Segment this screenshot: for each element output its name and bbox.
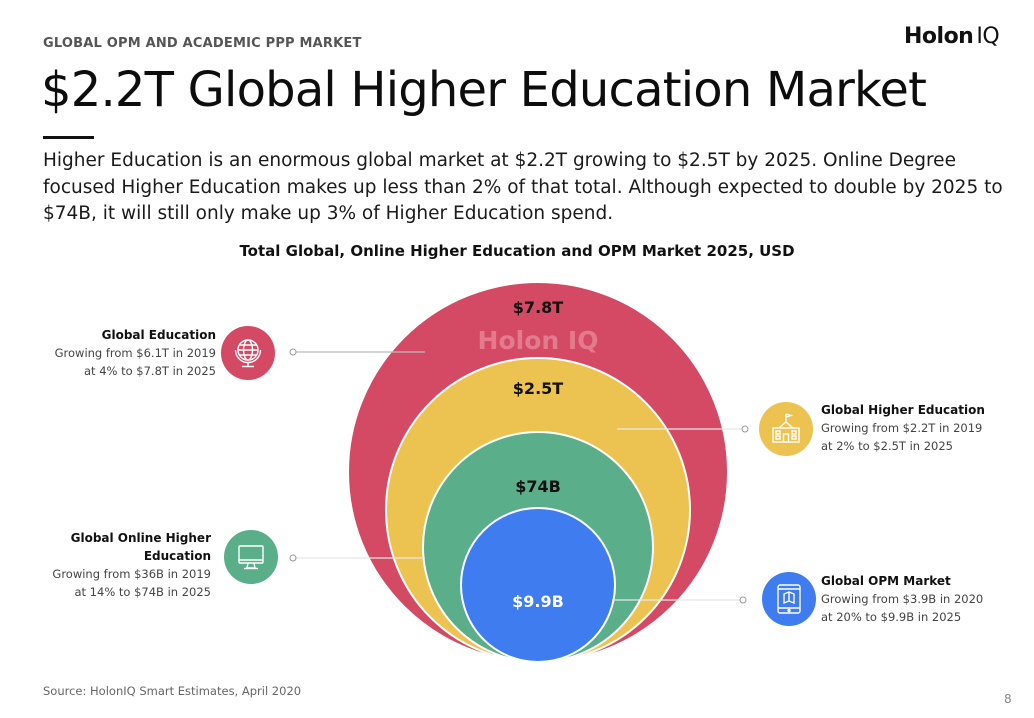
leader-dot-global-opm-market [739,596,747,604]
chart-watermark: Holon IQ [478,326,599,355]
leader-lines [289,348,749,604]
callout-global-opm-market: Global OPM Market Growing from $3.9B in … [821,572,1021,626]
school-building-icon [759,402,813,456]
value-labels: $7.8T $2.5T $74B $9.9B [512,298,564,611]
callout-desc-line2: at 4% to $7.8T in 2025 [83,364,216,378]
value-label-global-opm-market: $9.9B [512,592,564,611]
tablet-icon [762,572,816,626]
callout-global-higher-education: Global Higher Education Growing from $2.… [821,401,1021,455]
holoniq-logo: Holon IQ [904,24,1000,49]
callout-name: Global Education [101,328,216,342]
section-kicker: GLOBAL OPM AND ACADEMIC PPP MARKET [43,36,362,51]
callout-desc-line2: at 2% to $2.5T in 2025 [821,439,954,453]
title-rule [43,136,94,139]
logo-suffix-text: IQ [976,24,1000,49]
value-label-global-higher-education: $2.5T [513,379,563,398]
page-subtitle: Higher Education is an enormous global m… [43,150,1003,224]
value-label-global-education: $7.8T [513,298,563,317]
value-label-global-online-higher-education: $74B [515,477,561,496]
callout-desc-line1: Growing from $6.1T in 2019 [54,346,216,360]
callout-name: Global OPM Market [821,574,951,588]
bubble-group [347,281,729,663]
callout-desc-line2: at 14% to $74B in 2025 [74,585,211,599]
callout-global-education: Global Education Growing from $6.1T in 2… [40,326,216,380]
callout-name: Global Higher Education [821,403,985,417]
page-number: 8 [1004,692,1012,706]
bubble-global-opm-market [460,507,616,663]
leader-dot-global-higher-education [741,425,749,433]
monitor-icon [224,530,278,584]
page-title: $2.2T Global Higher Education Market [41,62,927,118]
globe-icon [221,326,275,380]
leader-dot-global-online-higher-education [289,554,297,562]
callout-desc-line1: Growing from $3.9B in 2020 [821,592,984,606]
chart-title: Total Global, Online Higher Education an… [239,242,795,260]
callout-desc-line1: Growing from $36B in 2019 [52,567,211,581]
source-note: Source: HolonIQ Smart Estimates, April 2… [43,684,302,698]
callout-name: Global Online Higher Education [70,531,211,563]
callout-global-online-higher-education: Global Online Higher Education Growing f… [10,529,211,601]
leader-dot-global-education [289,348,297,356]
callout-desc-line1: Growing from $2.2T in 2019 [821,421,983,435]
callout-desc-line2: at 20% to $9.9B in 2025 [821,610,962,624]
logo-main-text: Holon [904,24,974,49]
